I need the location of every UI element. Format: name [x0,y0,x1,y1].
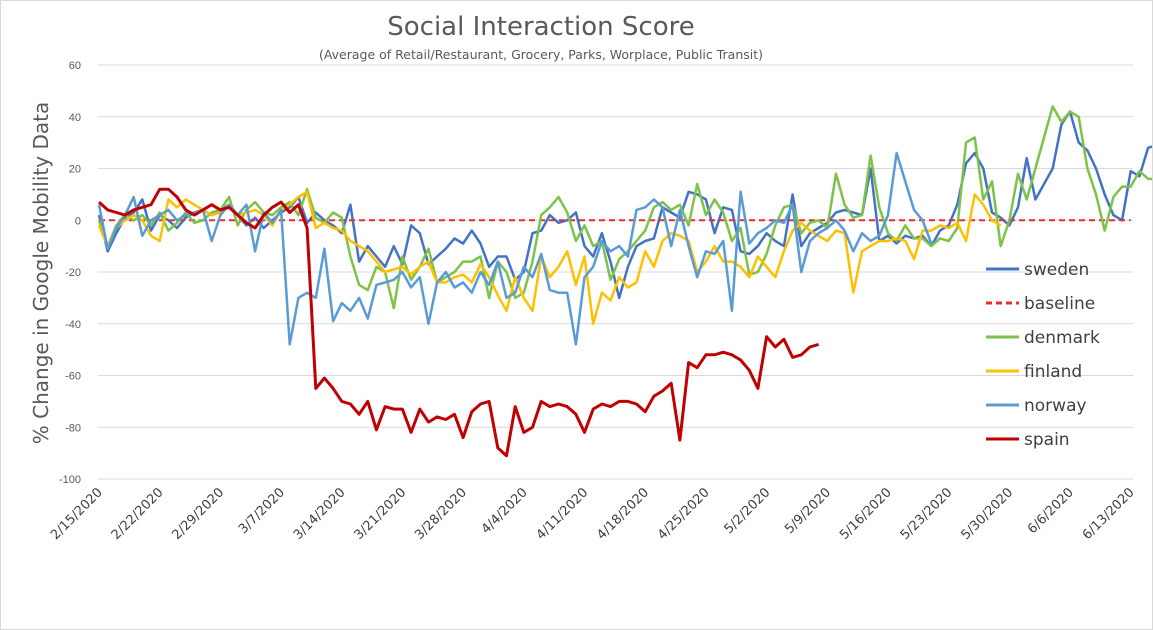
x-tick-label: 5/16/2020 [837,485,895,543]
series-line-spain [97,187,820,458]
y-tick-label: -100 [59,474,81,486]
x-tick-label: 5/23/2020 [898,485,956,543]
legend-label-sweden: sweden [1024,260,1089,280]
y-tick-label: -20 [65,267,81,279]
x-tick-label: 6/6/2020 [1025,485,1077,537]
y-tick-label: 0 [75,215,81,227]
legend: sweden baseline denmark finland norway spain [986,260,1100,450]
legend-label-baseline: baseline [1024,294,1095,314]
x-tick-label: 4/4/2020 [479,485,531,537]
y-tick-label: 60 [69,60,81,72]
y-tick-label: -40 [65,319,81,331]
y-tick-labels: -100 -80 -60 -40 -20 0 20 40 60 [59,60,81,486]
chart-title: Social Interaction Score [387,12,695,42]
x-tick-label: 5/2/2020 [722,485,774,537]
series-line-norway [97,151,933,346]
chart-subtitle: (Average of Retail/Restaurant, Grocery, … [319,47,763,62]
x-tick-label: 3/7/2020 [236,485,288,537]
x-tick-label: 6/13/2020 [1080,485,1138,543]
x-tick-label: 4/11/2020 [534,485,592,543]
series-line-finland [97,190,1002,326]
x-tick-label: 4/25/2020 [655,485,713,543]
x-tick-label: 2/22/2020 [109,485,167,543]
series-lines [97,105,1152,458]
legend-label-spain: spain [1024,430,1070,450]
series-line-denmark [97,105,1152,310]
legend-label-denmark: denmark [1024,328,1100,348]
x-tick-label: 2/29/2020 [169,485,227,543]
y-axis-label: % Change in Google Mobility Data [29,102,53,444]
y-tick-label: -80 [65,422,81,434]
x-tick-label: 5/30/2020 [958,485,1016,543]
x-tick-labels: 2/15/2020 2/22/2020 2/29/2020 3/7/2020 3/14/… [48,485,1137,543]
x-tick-label: 3/21/2020 [352,485,410,543]
y-tick-label: 20 [69,164,81,176]
legend-label-finland: finland [1024,362,1082,382]
gridlines [98,64,1133,480]
x-tick-label: 3/14/2020 [291,485,349,543]
y-tick-label: -60 [65,371,81,383]
legend-label-norway: norway [1024,396,1087,416]
x-tick-label: 4/18/2020 [594,485,652,543]
y-tick-label: 40 [69,112,81,124]
x-tick-label: 2/15/2020 [48,485,106,543]
x-tick-label: 3/28/2020 [412,485,470,543]
x-tick-label: 5/9/2020 [782,485,834,537]
